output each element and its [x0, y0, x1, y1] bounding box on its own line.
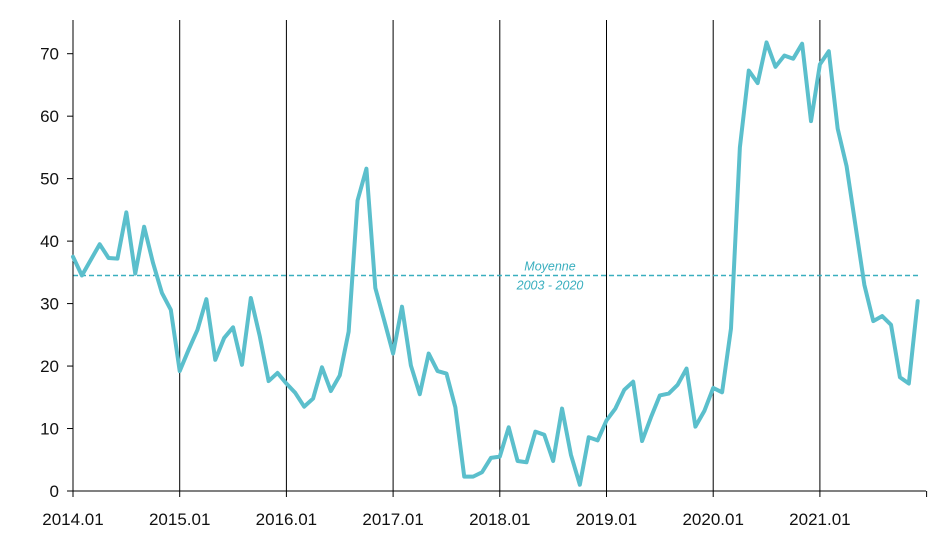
y-tick-label: 60	[40, 107, 59, 126]
x-tick-label: 2021.01	[789, 510, 850, 529]
average-label-line2: 2003 - 2020	[516, 278, 584, 292]
average-label-line1: Moyenne	[524, 259, 575, 273]
x-tick-label: 2015.01	[149, 510, 210, 529]
series-line	[71, 40, 920, 487]
x-tick-label: 2019.01	[576, 510, 637, 529]
y-tick-label: 10	[40, 420, 59, 439]
x-tick-label: 2016.01	[256, 510, 317, 529]
x-axis-tick-labels: 2014.01 2015.01 2016.01 2017.01 2018.01 2019.…	[42, 510, 850, 529]
vertical-gridlines	[179, 20, 821, 491]
y-tick-label: 70	[40, 45, 59, 64]
x-tick-label: 2020.01	[682, 510, 743, 529]
y-tick-label: 0	[50, 482, 59, 501]
y-tick-label: 30	[40, 295, 59, 314]
x-tick-label: 2017.01	[362, 510, 423, 529]
y-axis-tick-labels: 0 10 20 30 40 50 60 70	[40, 45, 59, 501]
y-tick-label: 40	[40, 232, 59, 251]
average-reference: Moyenne 2003 - 2020	[73, 259, 920, 292]
x-tick-label: 2014.01	[42, 510, 103, 529]
x-tick-label: 2018.01	[469, 510, 530, 529]
axes	[67, 20, 928, 497]
y-tick-label: 20	[40, 357, 59, 376]
y-tick-label: 50	[40, 170, 59, 189]
